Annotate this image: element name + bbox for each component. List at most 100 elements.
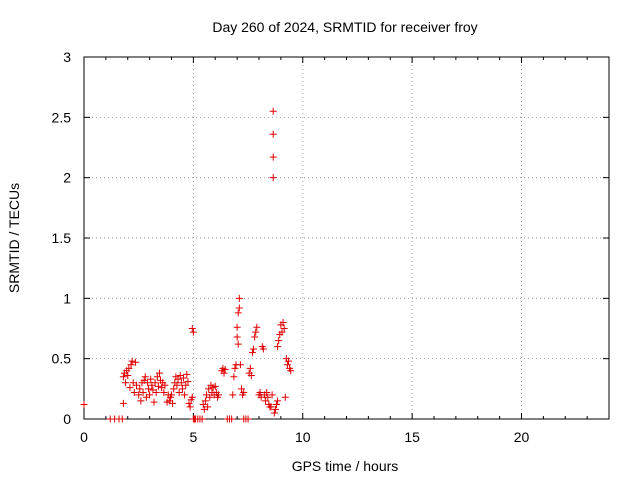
data-point	[169, 399, 177, 407]
data-point	[126, 384, 134, 392]
data-point	[135, 391, 143, 399]
data-point	[119, 373, 127, 381]
data-point	[250, 345, 258, 353]
y-tick-label: 0	[63, 411, 71, 427]
data-point	[128, 357, 136, 365]
data-point	[251, 333, 259, 341]
grid-lines	[84, 57, 609, 419]
x-axis-label: GPS time / hours	[292, 458, 399, 474]
data-point	[201, 397, 209, 405]
x-tick-label: 0	[80, 429, 88, 445]
data-point	[240, 388, 248, 396]
plot-area-frame	[83, 56, 610, 420]
y-tick-label: 1	[63, 290, 71, 306]
x-tick-label: 15	[404, 429, 420, 445]
data-point	[273, 401, 280, 409]
data-point	[183, 370, 191, 378]
y-tick-label: 2.5	[52, 109, 72, 125]
data-point	[180, 374, 188, 382]
data-point	[136, 385, 144, 393]
data-point	[154, 382, 162, 390]
data-point	[160, 388, 168, 396]
data-point	[247, 372, 255, 380]
data-point	[279, 318, 287, 326]
data-point	[269, 153, 277, 161]
data-point	[178, 385, 186, 393]
data-point	[267, 403, 275, 411]
data-point	[287, 367, 295, 375]
data-point	[184, 378, 192, 386]
chart-title: Day 260 of 2024, SRMTID for receiver fro…	[212, 19, 477, 35]
data-point	[161, 381, 169, 389]
data-point	[131, 358, 139, 366]
data-point	[283, 361, 291, 369]
data-point	[233, 323, 241, 331]
data-point	[263, 388, 271, 396]
data-point	[234, 340, 242, 348]
data-point	[269, 174, 277, 182]
data-point	[130, 388, 138, 396]
data-point	[143, 379, 151, 387]
data-point	[175, 388, 183, 396]
data-point	[173, 381, 181, 389]
data-point	[182, 381, 190, 389]
data-point	[244, 415, 252, 423]
data-point	[124, 372, 132, 380]
data-point	[235, 294, 243, 302]
data-point	[80, 401, 88, 409]
data-point	[170, 385, 178, 393]
data-point	[221, 366, 229, 374]
data-point	[233, 333, 241, 341]
data-point	[234, 309, 242, 317]
data-point	[153, 373, 161, 381]
data-point	[185, 399, 193, 407]
data-point	[228, 415, 236, 423]
data-point	[270, 409, 278, 417]
data-point	[119, 399, 127, 407]
data-point	[269, 130, 277, 138]
data-point	[181, 391, 189, 399]
data-point	[236, 361, 244, 369]
axis-ticks: 0 5 10 15 20 0 0.5 1 1.5 2 2.5 3	[52, 49, 609, 445]
y-tick-label: 2	[63, 170, 71, 186]
data-point	[268, 391, 276, 399]
data-point	[275, 337, 283, 345]
data-point	[168, 391, 175, 399]
data-point	[280, 325, 288, 332]
x-tick-label: 20	[514, 429, 530, 445]
data-point	[211, 382, 219, 390]
data-point	[118, 415, 126, 423]
x-tick-label: 5	[189, 429, 197, 445]
y-axis-label: SRMTID / TECUs	[6, 183, 22, 293]
data-point	[122, 379, 130, 387]
data-point	[147, 375, 155, 383]
data-point	[205, 385, 213, 393]
data-point	[155, 369, 163, 377]
data-point	[259, 345, 267, 353]
data-point	[152, 388, 160, 396]
data-point	[253, 323, 261, 331]
data-point	[274, 343, 282, 351]
data-point	[271, 405, 279, 413]
data-point	[264, 393, 272, 401]
data-point	[199, 401, 207, 409]
y-tick-label: 3	[63, 49, 71, 65]
data-point	[278, 328, 286, 336]
data-point	[215, 391, 223, 399]
y-tick-label: 1.5	[52, 230, 72, 246]
data-point	[188, 325, 196, 332]
data-point	[151, 379, 159, 387]
data-point	[238, 385, 245, 393]
data-point	[206, 393, 214, 401]
data-point	[220, 369, 228, 377]
data-point	[235, 304, 243, 312]
data-point	[230, 373, 238, 381]
data-point	[127, 361, 135, 369]
data-point	[186, 403, 194, 411]
data-point	[150, 398, 158, 406]
x-tick-label: 10	[295, 429, 311, 445]
data-point	[262, 397, 270, 405]
data-points	[80, 107, 295, 423]
data-point	[231, 364, 239, 372]
